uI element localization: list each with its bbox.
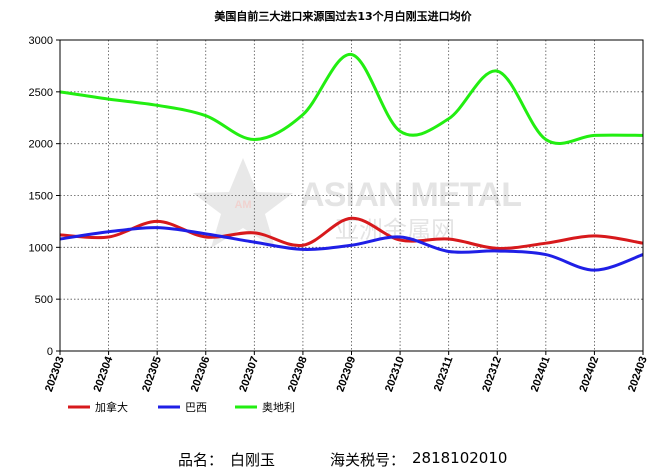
x-tick-label: 202402	[577, 355, 601, 394]
legend-label: 巴西	[185, 401, 207, 414]
x-tick-label: 202309	[334, 355, 358, 394]
gridlines	[60, 40, 643, 351]
y-tick-label: 1500	[29, 191, 53, 203]
x-tick-label: 202304	[92, 354, 116, 393]
x-tick-label: 202305	[140, 355, 164, 394]
footer: 品名： 白刚玉 海关税号： 2818102010	[0, 449, 661, 469]
hs-code-label: 海关税号：	[330, 451, 406, 469]
x-tick-label: 202306	[189, 355, 213, 394]
plot-frame	[59, 39, 644, 352]
y-tick-label: 1000	[29, 242, 53, 254]
x-tick-label: 202308	[286, 355, 310, 394]
x-tick-label: 202310	[383, 355, 407, 394]
y-axis: 0 500 1000 1500 2000 2500 3000	[29, 35, 60, 358]
product-label: 品名：	[178, 451, 224, 469]
y-tick-label: 2500	[29, 87, 53, 99]
x-axis: 202303 202304 202305 202306 202307 202308 2023…	[43, 351, 650, 394]
series-line	[59, 226, 644, 272]
x-tick-label: 202307	[237, 355, 261, 394]
watermark-text-en: ASIAN METAL	[300, 176, 522, 214]
x-tick-label: 202303	[43, 355, 67, 394]
y-tick-label: 0	[47, 346, 53, 358]
y-tick-label: 2000	[29, 139, 53, 151]
legend-label: 奥地利	[262, 400, 295, 414]
y-tick-label: 500	[35, 294, 53, 306]
x-tick-label: 202311	[432, 355, 456, 393]
product-value: 白刚玉	[230, 451, 276, 469]
hs-code-value: 2818102010	[412, 449, 508, 467]
chart-title: 美国自前三大进口来源国过去13个月白刚玉进口均价	[214, 9, 472, 23]
legend: 加拿大 巴西 奥地利	[68, 400, 295, 414]
series-line	[59, 216, 644, 250]
y-tick-label: 3000	[29, 35, 53, 47]
series-line	[59, 53, 644, 145]
watermark: AM ASIAN METAL 亚洲金属网	[193, 158, 522, 248]
x-tick-label: 202401	[529, 355, 553, 394]
watermark-badge: AM	[234, 199, 251, 211]
legend-label: 加拿大	[95, 400, 128, 414]
x-tick-label: 202403	[626, 355, 650, 394]
series-lines	[59, 53, 644, 272]
x-tick-label: 202312	[480, 355, 504, 394]
watermark-star-icon	[193, 158, 293, 248]
